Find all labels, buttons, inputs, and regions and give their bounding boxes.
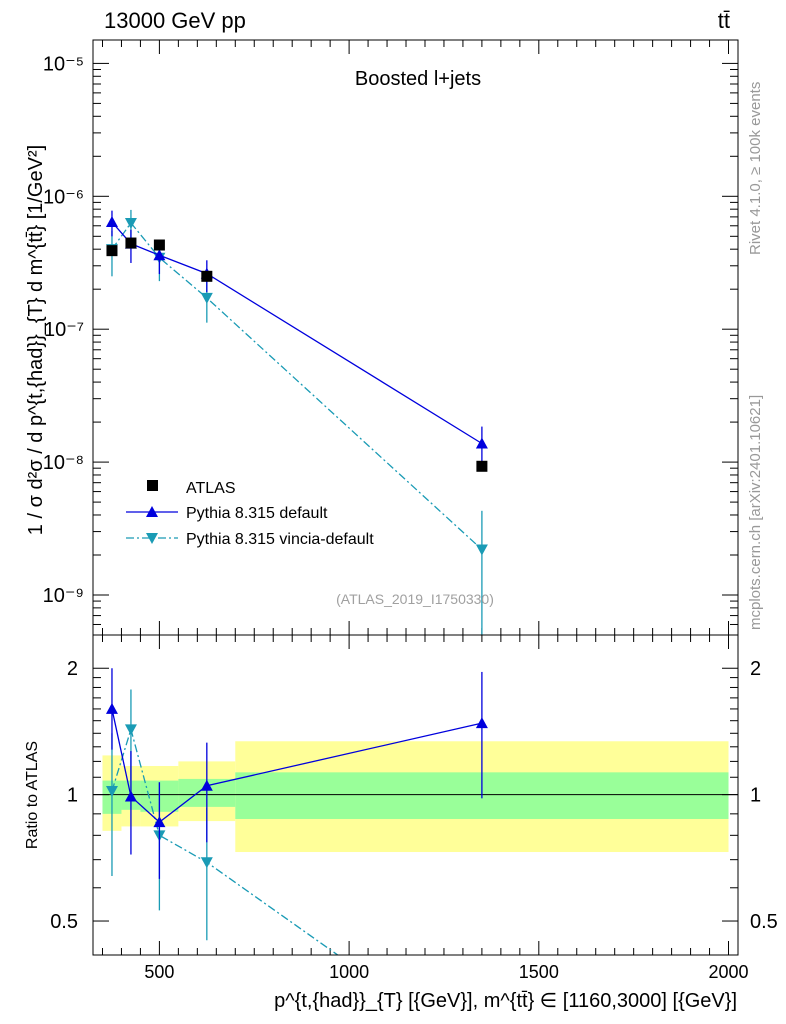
process-label: tt̄ <box>718 8 730 33</box>
legend-pythia-label: Pythia 8.315 default <box>186 505 328 522</box>
x-axis-label: p^{t,{had}}_{T} [{GeV}], m^{tt̄} ∈ [1160… <box>274 990 737 1012</box>
y-tick-label: 10⁻⁵ <box>43 53 84 75</box>
x-tick-label: 1500 <box>519 962 559 982</box>
vincia-point <box>475 544 488 556</box>
main-panel: 10⁻⁹ 10⁻⁸ 10⁻⁷ 10⁻⁶ 10⁻⁵ Boosted l+jets (ATL… <box>25 39 739 636</box>
ratio-y-tick-label-right: 1 <box>750 785 761 807</box>
ratio-series-group <box>105 668 488 955</box>
ratio-vincia-point <box>200 857 213 869</box>
ratio-frame <box>92 634 739 956</box>
analysis-tag: (ATLAS_2019_I1750330) <box>336 591 494 607</box>
y-tick-label: 10⁻⁹ <box>43 585 84 607</box>
pythia-point <box>105 216 118 228</box>
legend-atlas-marker <box>147 480 158 491</box>
x-tick-label: 1000 <box>329 962 369 982</box>
x-tick-label: 500 <box>144 962 174 982</box>
legend-pythia-marker <box>146 506 158 517</box>
chart-title: Boosted l+jets <box>355 68 481 90</box>
ratio-pythia-point <box>475 717 488 729</box>
ratio-y-axis-label: Ratio to ATLAS <box>24 741 41 849</box>
rivet-label: Rivet 4.1.0, ≥ 100k events <box>747 82 764 255</box>
pythia-line <box>111 221 483 445</box>
atlas-point <box>106 245 118 257</box>
ratio-y-tick-label: 2 <box>67 658 78 680</box>
pythia-point <box>475 437 488 449</box>
ratio-vincia-point <box>124 724 137 736</box>
vincia-line <box>111 221 483 550</box>
pythia-point <box>153 249 166 261</box>
atlas-point <box>153 239 165 251</box>
atlas-point <box>201 270 213 282</box>
ratio-pythia-point <box>153 816 166 828</box>
mcplots-label: mcplots.cern.ch [arXiv:2401.10621] <box>747 395 764 630</box>
ratio-pythia-point <box>200 779 213 791</box>
ratio-pythia-point <box>124 790 137 802</box>
ratio-y-tick-label: 1 <box>67 785 78 807</box>
ratio-panel: 500 1000 1500 2000 0.5 0.5 1 1 2 2 Ratio to ATLAS <box>24 634 778 982</box>
vincia-point <box>200 292 213 304</box>
y-tick-label: 10⁻⁷ <box>44 319 84 341</box>
x-tick-label: 2000 <box>708 962 748 982</box>
ratio-pythia-point <box>105 702 118 714</box>
ratio-y-tick-label: 0.5 <box>50 911 78 933</box>
legend: ATLAS Pythia 8.315 default Pythia 8.315 … <box>126 480 374 548</box>
legend-atlas-label: ATLAS <box>186 480 236 497</box>
ratio-y-tick-label-right: 0.5 <box>750 911 778 933</box>
legend-vincia-label: Pythia 8.315 vincia-default <box>186 531 374 548</box>
ratio-vincia-point <box>105 786 118 798</box>
ratio-vincia-line <box>111 727 339 955</box>
main-y-axis-label: 1 / σ d²σ / d p^{t,{had}}_{T} d m^{tt̄} … <box>25 145 47 535</box>
vincia-point <box>124 217 137 229</box>
legend-vincia-marker <box>146 533 158 544</box>
ratio-y-tick-label-right: 2 <box>750 658 761 680</box>
y-tick-label: 10⁻⁸ <box>43 452 84 474</box>
atlas-point <box>476 460 488 472</box>
energy-label: 13000 GeV pp <box>104 8 246 33</box>
y-tick-label: 10⁻⁶ <box>43 186 84 208</box>
atlas-point <box>125 237 137 249</box>
